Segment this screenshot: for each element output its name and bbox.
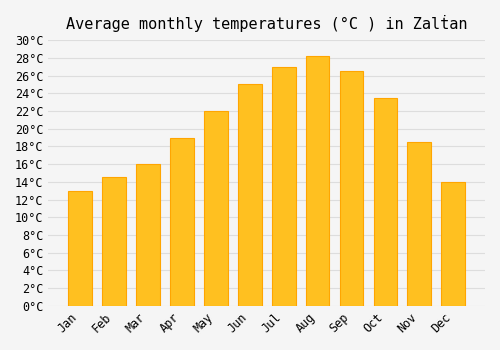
Title: Average monthly temperatures (°C ) in Zalṫan: Average monthly temperatures (°C ) in Za… [66,15,468,32]
Bar [68,191,92,306]
Bar [272,67,295,306]
Bar [136,164,160,306]
Bar [238,84,262,306]
Bar [306,56,330,306]
Bar [204,111,228,306]
Bar [408,142,431,306]
Bar [102,177,126,306]
Bar [340,71,363,306]
Bar [442,182,465,306]
Bar [374,98,398,306]
Bar [170,138,194,306]
